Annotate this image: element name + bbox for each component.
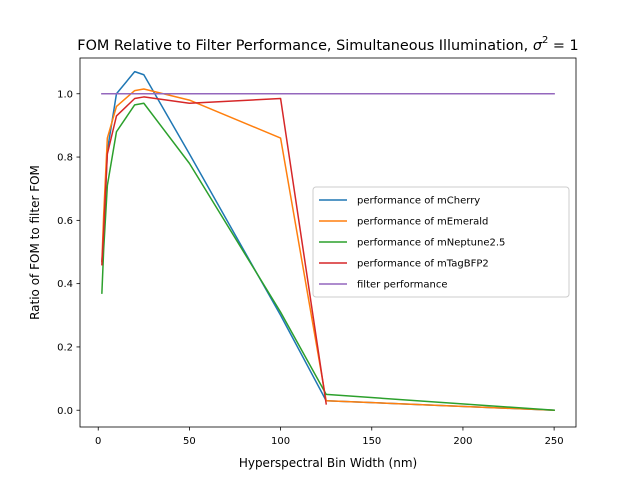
y-tick-label: 0.4 <box>57 279 73 290</box>
y-axis-ticks: 0.0 0.2 0.4 0.6 0.8 1.0 <box>57 89 80 417</box>
chart-title-sigma: σ <box>533 38 543 54</box>
chart-title-main: FOM Relative to Filter Performance, Simu… <box>77 38 533 54</box>
y-tick-label: 0.2 <box>57 343 73 354</box>
chart-title: FOM Relative to Filter Performance, Simu… <box>77 35 578 54</box>
y-tick-label: 1.0 <box>57 89 73 100</box>
legend-label: performance of mNeptune2.5 <box>357 238 505 249</box>
x-tick-label: 250 <box>545 436 564 447</box>
y-tick-label: 0.0 <box>57 406 73 417</box>
plot-frame <box>79 57 577 428</box>
x-axis-label: Hyperspectral Bin Width (nm) <box>239 456 417 470</box>
x-tick-label: 50 <box>183 436 196 447</box>
legend-label: performance of mTagBFP2 <box>357 259 489 270</box>
legend-label: performance of mEmerald <box>357 217 488 228</box>
chart-title-superscript: 2 <box>542 35 548 46</box>
series-line-2 <box>101 88 555 412</box>
legend: performance of mCherry performance of mEm… <box>312 186 570 298</box>
plot-lines <box>101 70 555 412</box>
x-tick-label: 150 <box>362 436 381 447</box>
x-tick-label: 0 <box>95 436 101 447</box>
series-line-4 <box>101 96 328 405</box>
x-tick-label: 100 <box>271 436 290 447</box>
y-tick-label: 0.6 <box>57 216 73 227</box>
legend-box <box>312 186 570 298</box>
y-axis-label: Ratio of FOM to filter FOM <box>28 165 42 320</box>
chart-title-tail: = 1 <box>548 38 578 54</box>
series-line-3 <box>101 102 555 412</box>
y-tick-label: 0.8 <box>57 153 73 164</box>
legend-label: filter performance <box>357 280 447 291</box>
x-axis-ticks: 0 50 100 150 200 250 <box>95 427 564 447</box>
legend-label: performance of mCherry <box>357 196 480 207</box>
x-tick-label: 200 <box>453 436 472 447</box>
